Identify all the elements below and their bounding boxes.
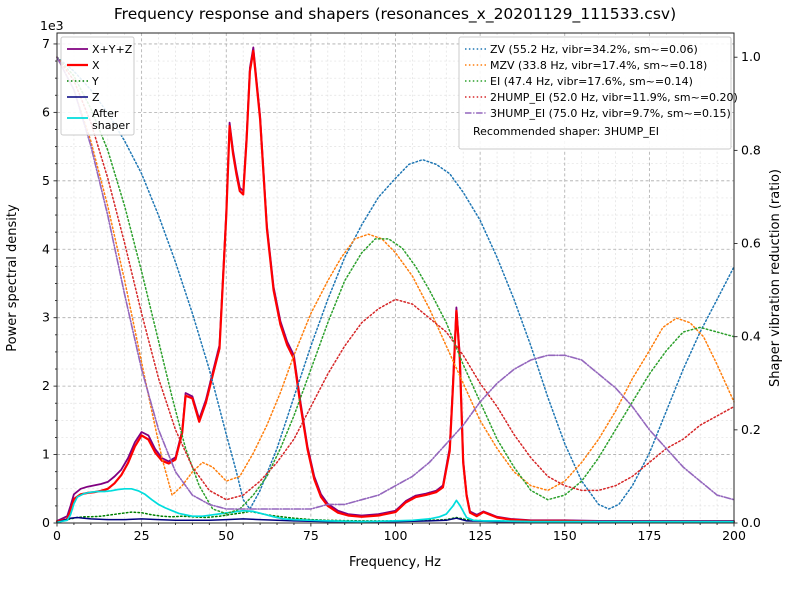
x-tick-label: 25 <box>134 528 150 543</box>
axis-offset-text: 1e3 <box>40 18 64 33</box>
y-axis-label-right: Shaper vibration reduction (ratio) <box>768 169 783 387</box>
series-3hump-ei-line <box>56 56 735 510</box>
chart-title: Frequency response and shapers (resonanc… <box>114 5 676 24</box>
x-axis-label: Frequency, Hz <box>349 555 441 570</box>
chart-layers: 0 25 50 75 100 125 150 175 200 0 1 2 3 4 5 6 7 0.0 0.2 0.4 0… <box>42 32 761 543</box>
x-tick-label: 0 <box>53 528 61 543</box>
legend-label-z: Z <box>92 91 100 104</box>
y-right-tick-label: 0.4 <box>741 329 761 344</box>
x-tick-label: 175 <box>637 528 661 543</box>
legend-label-xyz: X+Y+Z <box>92 43 133 56</box>
y-right-tick-label: 1.0 <box>741 49 761 64</box>
x-tick-label: 75 <box>303 528 319 543</box>
series-after-shaper-line <box>56 487 735 524</box>
legend-footer: Recommended shaper: 3HUMP_EI <box>473 125 659 138</box>
series-2hump-ei-line <box>56 56 735 501</box>
x-tick-label: 100 <box>384 528 408 543</box>
legend-label-after-shaper: shaper <box>92 119 130 132</box>
x-tick-label: 150 <box>553 528 577 543</box>
y-left-tick-label: 6 <box>42 104 50 119</box>
legend-sensors-box <box>60 36 135 136</box>
y-left-tick-label: 0 <box>42 515 50 530</box>
legend-label-after-shaper: After <box>92 107 119 120</box>
y-left-tick-label: 3 <box>42 310 50 325</box>
x-tick-label: 200 <box>722 528 746 543</box>
legend-shapers: ZV (55.2 Hz, vibr=34.2%, sm~=0.06) MZV (3… <box>458 36 738 150</box>
y-left-tick-label: 7 <box>42 36 50 51</box>
series-x-line <box>55 49 736 523</box>
legend-label-ei: EI (47.4 Hz, vibr=17.6%, sm~=0.14) <box>490 75 693 88</box>
series-mzv-line <box>56 56 735 496</box>
x-tick-label: 125 <box>468 528 492 543</box>
y-left-tick-label: 2 <box>42 378 50 393</box>
axis-ticks: 0 25 50 75 100 125 150 175 200 0 1 2 3 4 5 6 7 0.0 0.2 0.4 0… <box>42 36 761 543</box>
legend-label-y: Y <box>91 75 99 88</box>
y-axis-label-left: Power spectral density <box>5 204 20 352</box>
legend-label-mzv: MZV (33.8 Hz, vibr=17.4%, sm~=0.18) <box>490 59 707 72</box>
legend-label-3hump-ei: 3HUMP_EI (75.0 Hz, vibr=9.7%, sm~=0.15) <box>490 107 731 120</box>
legend-shapers-box <box>458 36 732 150</box>
y-left-tick-label: 4 <box>42 241 50 256</box>
series <box>55 46 736 524</box>
y-right-tick-label: 0.8 <box>741 142 761 157</box>
y-right-tick-label: 0.0 <box>741 515 761 530</box>
legend-label-2hump-ei: 2HUMP_EI (52.0 Hz, vibr=11.9%, sm~=0.20) <box>490 91 738 104</box>
y-left-tick-label: 5 <box>42 173 50 188</box>
legend-label-x: X <box>92 59 100 72</box>
y-left-tick-label: 1 <box>42 447 50 462</box>
series-ei-line <box>56 56 735 515</box>
legend-label-zv: ZV (55.2 Hz, vibr=34.2%, sm~=0.06) <box>490 43 698 56</box>
y-right-tick-label: 0.2 <box>741 422 761 437</box>
x-tick-label: 50 <box>218 528 234 543</box>
series-zv-line <box>56 56 735 510</box>
y-right-tick-label: 0.6 <box>741 236 761 251</box>
